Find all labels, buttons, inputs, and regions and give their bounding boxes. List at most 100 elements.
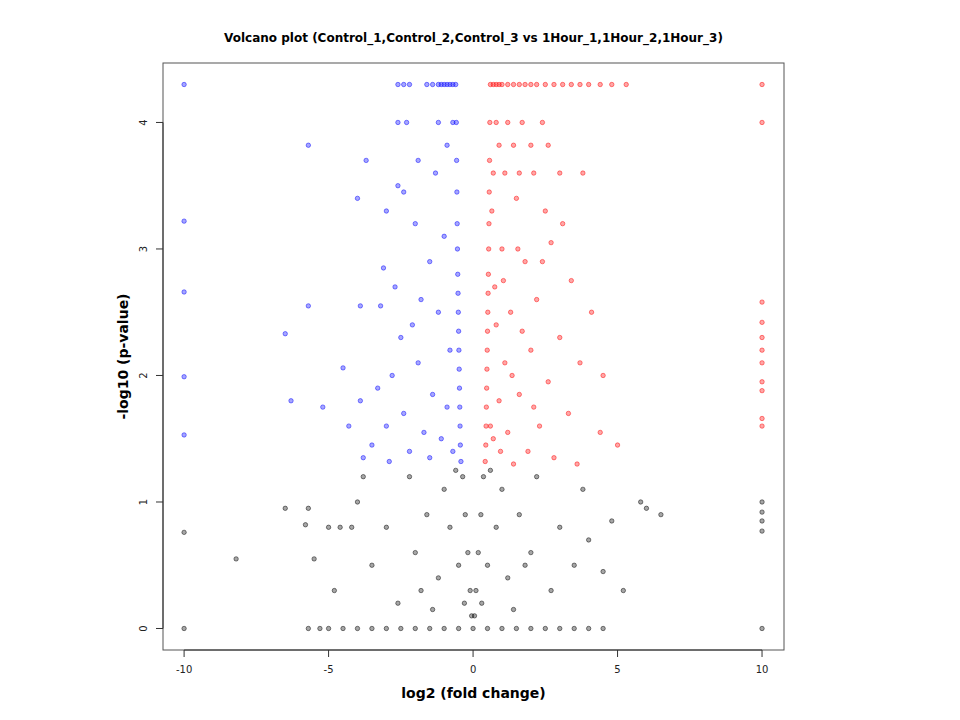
- point: [399, 335, 403, 339]
- point: [419, 297, 423, 301]
- point: [493, 285, 497, 289]
- point: [396, 184, 400, 188]
- point: [486, 291, 490, 295]
- point: [347, 424, 351, 428]
- point: [598, 82, 602, 86]
- point: [523, 563, 527, 567]
- y-axis-label: -log10 (p-value): [115, 293, 131, 419]
- point: [485, 367, 489, 371]
- point: [306, 506, 310, 510]
- point: [506, 120, 510, 124]
- point: [517, 171, 521, 175]
- point: [532, 171, 536, 175]
- point: [358, 399, 362, 403]
- point: [384, 626, 388, 630]
- x-tick: [473, 650, 474, 657]
- point: [760, 380, 764, 384]
- point: [378, 304, 382, 308]
- point: [321, 405, 325, 409]
- point: [458, 443, 462, 447]
- point: [490, 209, 494, 213]
- point: [396, 120, 400, 124]
- point: [312, 557, 316, 561]
- point: [422, 430, 426, 434]
- point: [384, 209, 388, 213]
- point: [497, 143, 501, 147]
- y-tick-label: 4: [138, 119, 149, 125]
- frame: [163, 63, 784, 650]
- point: [506, 82, 510, 86]
- point: [396, 601, 400, 605]
- point: [468, 588, 472, 592]
- point: [182, 219, 186, 223]
- point: [501, 278, 505, 282]
- x-tick: [762, 650, 763, 657]
- point: [364, 158, 368, 162]
- point: [486, 310, 490, 314]
- point: [586, 626, 590, 630]
- point: [589, 310, 593, 314]
- point: [306, 304, 310, 308]
- point: [523, 259, 527, 263]
- point: [506, 430, 510, 434]
- point: [486, 272, 490, 276]
- x-tick: [617, 650, 618, 657]
- point: [289, 399, 293, 403]
- point: [540, 120, 544, 124]
- point: [500, 626, 504, 630]
- point: [462, 601, 466, 605]
- point: [572, 563, 576, 567]
- point: [413, 626, 417, 630]
- point: [457, 386, 461, 390]
- point: [598, 430, 602, 434]
- chart: Volcano plot (Control_1,Control_2,Contro…: [0, 0, 960, 720]
- point: [534, 82, 538, 86]
- point: [338, 525, 342, 529]
- point: [511, 82, 515, 86]
- point: [370, 626, 374, 630]
- point: [355, 196, 359, 200]
- point: [407, 82, 411, 86]
- point: [451, 120, 455, 124]
- point: [491, 437, 495, 441]
- point: [407, 474, 411, 478]
- y-tick: [156, 628, 163, 629]
- point: [610, 82, 614, 86]
- point: [483, 459, 487, 463]
- point: [479, 512, 483, 516]
- point: [456, 329, 460, 333]
- point: [355, 500, 359, 504]
- point: [442, 234, 446, 238]
- point: [458, 405, 462, 409]
- point: [485, 348, 489, 352]
- point: [546, 380, 550, 384]
- point: [436, 120, 440, 124]
- point: [586, 82, 590, 86]
- point: [486, 247, 490, 251]
- point: [558, 626, 562, 630]
- point: [387, 459, 391, 463]
- point: [454, 158, 458, 162]
- point: [455, 247, 459, 251]
- point: [466, 550, 470, 554]
- point: [601, 373, 605, 377]
- point: [543, 626, 547, 630]
- point: [621, 588, 625, 592]
- x-tick-label: -5: [324, 664, 334, 675]
- point: [425, 82, 429, 86]
- point: [439, 437, 443, 441]
- point: [546, 143, 550, 147]
- point: [370, 443, 374, 447]
- point: [488, 120, 492, 124]
- point: [760, 424, 764, 428]
- point: [510, 373, 514, 377]
- point: [487, 190, 491, 194]
- point: [520, 120, 524, 124]
- point: [402, 411, 406, 415]
- point: [341, 366, 345, 370]
- point: [404, 120, 408, 124]
- point: [497, 399, 501, 403]
- point: [456, 291, 460, 295]
- point: [760, 510, 764, 514]
- point: [586, 538, 590, 542]
